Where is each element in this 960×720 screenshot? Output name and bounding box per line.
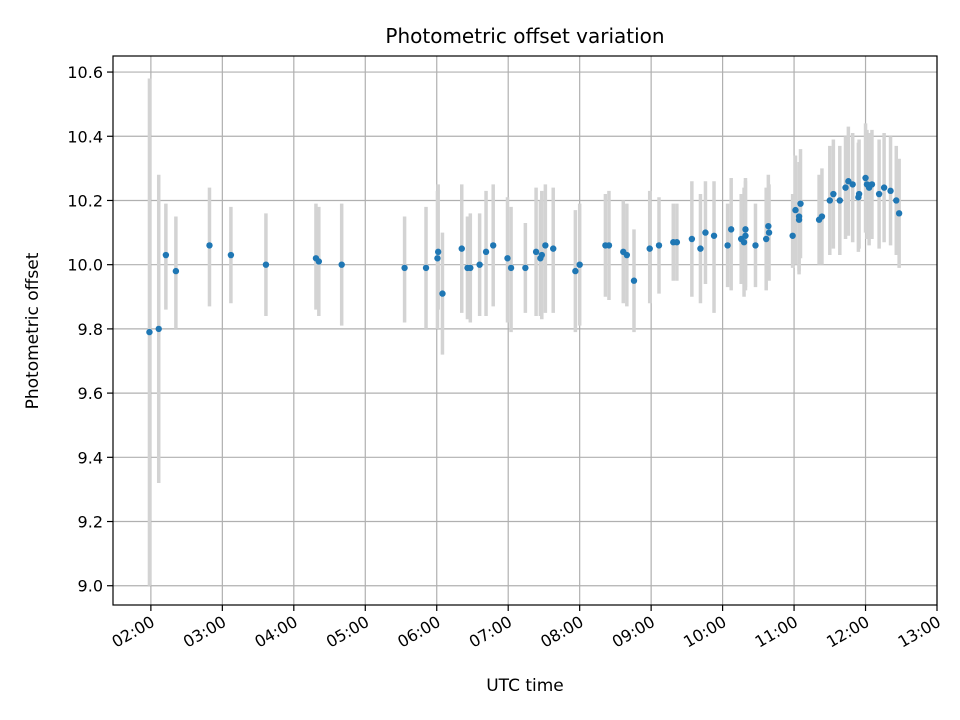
y-tick-label-1: 9.2 [78,513,103,532]
data-point [146,328,153,336]
data-point [880,184,888,191]
data-point [849,181,856,188]
data-point [855,190,863,198]
data-point [797,200,804,207]
data-point [740,239,748,246]
data-point [789,232,796,239]
data-point [206,242,213,249]
data-point [893,197,900,204]
data-point [172,267,180,275]
y-axis-label: Photometric offset [23,252,43,409]
data-point [875,190,883,198]
x-axis-label: UTC time [486,676,564,696]
data-point [762,235,770,243]
data-point [710,232,718,239]
data-point [162,251,170,259]
data-point [673,239,681,246]
data-point [836,197,844,204]
data-point [155,325,162,333]
y-tick-label-3: 9.6 [78,384,103,403]
data-point [630,277,638,284]
data-point [467,264,474,272]
data-point [765,229,773,236]
data-point [752,242,759,249]
y-tick-label-6: 10.2 [67,191,103,210]
data-point [572,267,579,275]
data-point [504,255,511,262]
data-point [439,290,446,297]
data-point [422,264,430,272]
data-point [862,174,869,182]
data-point [887,187,894,195]
data-point [507,264,515,272]
data-point [338,261,345,268]
data-point [522,264,529,272]
data-point [795,213,803,220]
data-point [826,197,834,204]
data-point [542,242,549,249]
y-tick-label-5: 10.0 [67,256,103,275]
data-point [315,258,323,265]
data-point [434,248,442,256]
data-point [401,264,408,272]
data-point [532,248,540,256]
data-point [842,184,849,191]
data-point [646,245,653,252]
y-tick-label-8: 10.6 [67,63,103,82]
data-point [830,190,837,198]
data-point [576,261,583,268]
data-point [868,181,876,188]
data-point [727,226,735,233]
data-point [434,255,441,262]
y-tick-label-0: 9.0 [78,577,103,596]
chart-title: Photometric offset variation [385,24,664,48]
data-point [227,251,235,259]
data-point [724,242,731,249]
y-tick-label-2: 9.4 [78,448,103,467]
plot-frame [112,55,938,606]
data-point [489,242,497,249]
data-point [476,261,483,268]
data-point [688,235,696,243]
data-point [458,245,465,252]
data-point [818,213,826,220]
data-point [550,245,557,252]
data-point [792,206,799,214]
data-point [742,232,749,239]
data-point [482,248,490,256]
data-point [655,242,663,249]
y-axis-ticks: 9.0 9.2 9.4 9.6 9.8 10.0 10.2 10.4 10.6 [67,63,113,596]
data-point [702,229,709,236]
data-point [623,251,631,259]
data-points [146,174,903,336]
data-point [538,251,545,259]
data-point [605,242,613,249]
y-tick-label-4: 9.8 [78,320,103,339]
data-point [895,210,903,217]
data-point [697,245,704,252]
data-point [742,226,749,233]
data-point [262,261,270,268]
y-tick-label-7: 10.4 [67,127,103,146]
data-point [765,222,772,230]
